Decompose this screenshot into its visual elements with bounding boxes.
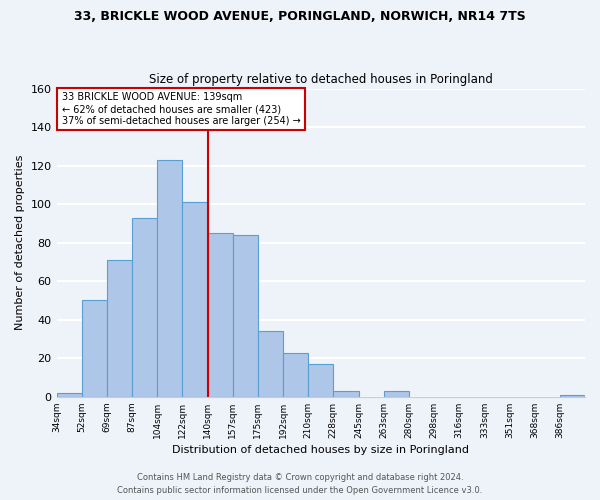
Title: Size of property relative to detached houses in Poringland: Size of property relative to detached ho… — [149, 73, 493, 86]
Bar — [233, 235, 258, 397]
Bar — [208, 233, 233, 397]
Text: 33, BRICKLE WOOD AVENUE, PORINGLAND, NORWICH, NR14 7TS: 33, BRICKLE WOOD AVENUE, PORINGLAND, NOR… — [74, 10, 526, 23]
Bar — [283, 352, 308, 397]
Bar — [82, 300, 107, 397]
Bar — [258, 332, 283, 397]
Text: 33 BRICKLE WOOD AVENUE: 139sqm
← 62% of detached houses are smaller (423)
37% of: 33 BRICKLE WOOD AVENUE: 139sqm ← 62% of … — [62, 92, 301, 126]
Bar — [308, 364, 334, 397]
Bar — [132, 218, 157, 397]
Bar — [334, 391, 359, 397]
Bar — [107, 260, 132, 397]
X-axis label: Distribution of detached houses by size in Poringland: Distribution of detached houses by size … — [172, 445, 469, 455]
Bar — [56, 393, 82, 397]
Bar — [182, 202, 208, 397]
Bar — [560, 395, 585, 397]
Text: Contains HM Land Registry data © Crown copyright and database right 2024.
Contai: Contains HM Land Registry data © Crown c… — [118, 474, 482, 495]
Y-axis label: Number of detached properties: Number of detached properties — [15, 155, 25, 330]
Bar — [383, 391, 409, 397]
Bar — [157, 160, 182, 397]
